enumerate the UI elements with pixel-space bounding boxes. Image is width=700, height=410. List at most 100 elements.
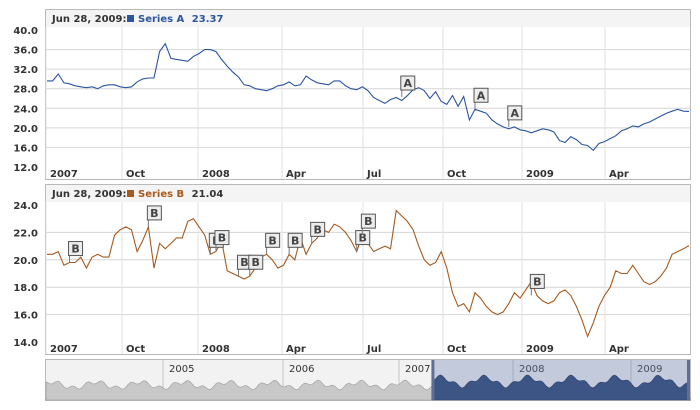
flag-b-marker[interactable]: B xyxy=(146,205,162,227)
y-tick-label: 22.0 xyxy=(13,228,38,239)
range-scroller[interactable]: 2005 2006 2007 2008 2009 xyxy=(45,359,691,401)
panel-series-a: Jun 28, 2009: Series A 23.37 40.0 36.0 32.… xyxy=(13,9,691,180)
y-tick-label: 16.0 xyxy=(13,143,38,154)
header-date-a: Jun 28, 2009: xyxy=(51,14,126,25)
scroller-left-handle[interactable] xyxy=(431,360,435,400)
x-tick-label: Oct xyxy=(126,169,145,180)
flag-label: B xyxy=(150,207,158,220)
scroller-year-label: 2009 xyxy=(637,364,662,375)
flags-b-group: BBBBBBBBBBBB xyxy=(68,205,545,296)
legend-label-a: Series A 23.37 xyxy=(138,14,223,25)
y-axis-b: 24.0 22.0 20.0 18.0 16.0 14.0 xyxy=(13,201,38,349)
y-tick-label: 28.0 xyxy=(13,85,38,96)
x-tick-label: Apr xyxy=(286,169,306,180)
scroller-year-label: 2008 xyxy=(519,364,544,375)
flag-a-marker[interactable]: A xyxy=(507,105,523,127)
flag-b-marker[interactable]: B xyxy=(68,241,84,263)
header-date-b: Jun 28, 2009: xyxy=(51,189,126,200)
flag-label: B xyxy=(252,256,260,269)
flag-box xyxy=(507,105,523,121)
header-bar-a xyxy=(46,10,690,27)
flag-box xyxy=(400,75,416,91)
y-tick-label: 36.0 xyxy=(13,46,38,57)
flag-box xyxy=(529,273,545,289)
x-tick-label: Oct xyxy=(447,169,466,180)
flag-label: B xyxy=(359,232,367,245)
y-tick-label: 32.0 xyxy=(13,65,38,76)
flag-a-marker[interactable]: A xyxy=(400,75,416,98)
x-tick-label: Apr xyxy=(609,169,629,180)
legend-marker-b xyxy=(127,190,134,197)
flag-box xyxy=(146,205,162,221)
series-a-group xyxy=(47,42,690,152)
flag-b-marker[interactable]: B xyxy=(287,232,303,255)
scroller-selected-area xyxy=(432,374,691,401)
flag-label: B xyxy=(291,234,299,247)
flag-label: B xyxy=(240,256,248,269)
flags-a-group: A A A xyxy=(400,75,523,127)
x-tick-label: 2009 xyxy=(526,169,554,180)
grid-a xyxy=(45,27,690,167)
y-tick-label: 40.0 xyxy=(13,26,38,37)
x-tick-label: Oct xyxy=(447,344,466,355)
legend-series-value-b: 21.04 xyxy=(192,189,224,200)
y-tick-label: 20.0 xyxy=(13,124,38,135)
x-tick-label: 2007 xyxy=(50,344,78,355)
plot-frame-a xyxy=(45,9,691,180)
x-tick-label: Jul xyxy=(366,344,381,355)
legend-series-name-b: Series B xyxy=(138,189,184,200)
y-tick-label: 18.0 xyxy=(13,283,38,294)
x-tick-label: Oct xyxy=(126,344,145,355)
legend-series-name-a: Series A xyxy=(138,14,185,25)
flag-box xyxy=(248,254,264,270)
flag-b-marker[interactable]: B xyxy=(248,254,264,277)
flag-label: A xyxy=(511,107,520,120)
legend-label-b: Series B 21.04 xyxy=(138,189,223,200)
flag-b-marker[interactable]: B xyxy=(236,254,252,277)
y-tick-label: 24.0 xyxy=(13,104,38,115)
panel-series-b: Jun 28, 2009: Series B 21.04 24.0 22.0 20.… xyxy=(13,184,691,355)
grid-b xyxy=(45,202,690,342)
flag-b-marker[interactable]: B xyxy=(529,273,545,296)
plot-frame-b xyxy=(45,184,691,355)
y-tick-label: 12.0 xyxy=(13,163,38,174)
flag-label: B xyxy=(313,223,321,236)
x-axis-a: 2007 Oct 2008 Apr Jul Oct 2009 Apr xyxy=(45,167,629,180)
header-bar-b xyxy=(46,185,690,202)
y-tick-label: 14.0 xyxy=(13,338,38,349)
flag-a-marker[interactable]: A xyxy=(473,87,489,110)
flag-box xyxy=(68,241,84,257)
legend-marker-a xyxy=(127,15,134,22)
x-tick-label: 2008 xyxy=(202,344,230,355)
x-tick-label: Apr xyxy=(609,344,629,355)
scroller-year-label: 2005 xyxy=(169,364,194,375)
flag-label: B xyxy=(218,232,226,245)
x-tick-label: 2008 xyxy=(202,169,230,180)
flag-box xyxy=(214,230,230,246)
scroller-year-label: 2006 xyxy=(289,364,314,375)
x-tick-label: 2007 xyxy=(50,169,78,180)
scroller-year-label: 2007 xyxy=(405,364,430,375)
flag-b-marker[interactable]: B xyxy=(360,213,376,236)
y-tick-label: 20.0 xyxy=(13,256,38,267)
x-tick-label: Jul xyxy=(366,169,381,180)
flag-box xyxy=(473,87,489,103)
flag-box xyxy=(287,232,303,248)
y-tick-label: 16.0 xyxy=(13,311,38,322)
y-tick-label: 24.0 xyxy=(13,201,38,212)
x-tick-label: 2009 xyxy=(526,344,554,355)
scroller-right-handle[interactable] xyxy=(687,360,690,400)
flag-b-marker[interactable]: B xyxy=(214,230,230,252)
flag-box xyxy=(310,221,326,237)
flag-label: B xyxy=(364,215,372,228)
series-a-line xyxy=(47,42,690,152)
flag-b-marker[interactable]: B xyxy=(310,221,326,244)
x-axis-b: 2007 Oct 2008 Apr Jul Oct 2009 Apr xyxy=(45,342,629,355)
scroller-labels: 2005 2006 2007 2008 2009 xyxy=(169,364,662,375)
flag-b-marker[interactable]: B xyxy=(265,232,281,255)
flag-label: B xyxy=(533,275,541,288)
y-axis-a: 40.0 36.0 32.0 28.0 24.0 20.0 16.0 12.0 xyxy=(13,26,38,174)
flag-box xyxy=(265,232,281,248)
